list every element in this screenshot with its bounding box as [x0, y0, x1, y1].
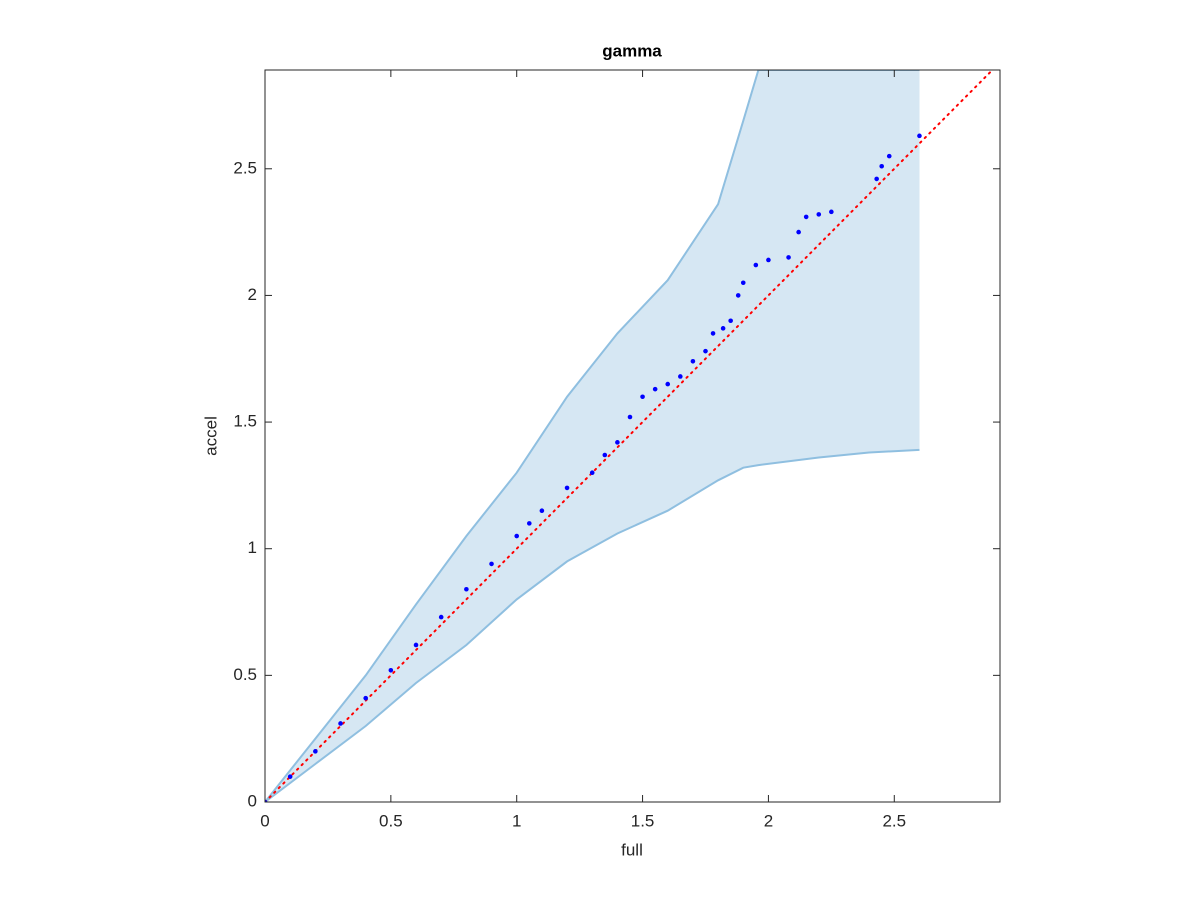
data-point [766, 257, 771, 263]
data-point [886, 153, 892, 159]
data-point [388, 667, 394, 673]
data-point [338, 721, 343, 726]
y-tick-label: 2.5 [233, 158, 257, 177]
y-axis-label: accel [201, 416, 220, 456]
data-point [690, 358, 696, 364]
data-point [665, 381, 671, 387]
data-point [652, 386, 658, 392]
y-tick-label: 0 [248, 791, 257, 810]
data-point [740, 280, 746, 286]
data-point [816, 212, 822, 217]
x-tick-label: 1 [512, 811, 521, 830]
data-point [753, 262, 759, 268]
y-tick-label: 2 [248, 285, 257, 304]
x-tick-label: 0.5 [379, 811, 403, 830]
x-tick-label: 1.5 [631, 811, 655, 830]
confidence-band [265, 70, 920, 802]
reference-line [265, 70, 994, 802]
data-point [803, 214, 809, 220]
x-axis-label: full [621, 840, 643, 859]
data-point [735, 293, 741, 298]
data-point [489, 561, 494, 567]
y-tick-label: 1 [248, 538, 257, 557]
data-point [710, 331, 716, 336]
data-point [627, 414, 633, 420]
data-point [720, 326, 726, 331]
data-point [438, 614, 444, 620]
axes-box [264, 69, 1001, 803]
data-point [564, 485, 570, 491]
data-point [526, 521, 532, 526]
data-point [287, 774, 293, 779]
data-point [640, 394, 645, 400]
data-point [874, 176, 879, 182]
data-point [265, 799, 268, 802]
data-point [589, 470, 595, 476]
data-point [615, 440, 620, 445]
data-point [678, 374, 683, 379]
y-tick-label: 0.5 [233, 665, 257, 684]
data-point [703, 348, 708, 354]
data-point [796, 229, 801, 235]
x-tick-label: 2 [764, 811, 773, 830]
data-point [917, 133, 922, 139]
band-upper-edge [265, 70, 920, 802]
data-point [464, 586, 469, 592]
data-point [829, 209, 834, 215]
data-point [786, 255, 791, 260]
data-point [363, 695, 368, 701]
data-point [413, 642, 419, 648]
data-point [728, 318, 733, 324]
plot-area [265, 70, 994, 802]
data-point [539, 508, 545, 514]
axes: 0 0.5 1 1.5 2 2.5 0 0.5 1 1.5 2 2.5 [233, 69, 1001, 830]
x-tick-label: 0 [260, 811, 269, 830]
chart-title: gamma [602, 41, 662, 60]
data-point [879, 163, 884, 169]
y-tick-label: 1.5 [233, 412, 257, 431]
data-point [313, 749, 318, 754]
data-point [602, 452, 608, 458]
data-point [514, 533, 520, 539]
x-tick-label: 2.5 [882, 811, 906, 830]
band-lower-edge [265, 448, 920, 802]
